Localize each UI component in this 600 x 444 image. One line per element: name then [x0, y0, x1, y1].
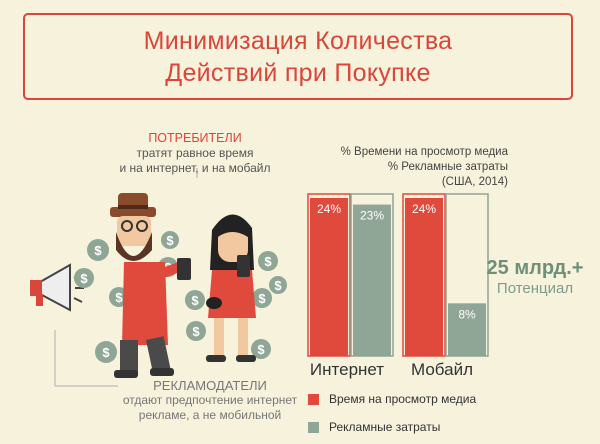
consumers-line-1: тратят равное время — [136, 146, 254, 160]
chart-subtitle: % Рекламные затраты — [387, 161, 508, 173]
legend-item-time: Время на просмотр медиа — [308, 392, 476, 406]
advertisers-caption: РЕКЛАМОДАТЕЛИ отдают предпочтение интерн… — [110, 378, 310, 423]
legend-swatch-time — [308, 393, 319, 405]
consumers-head: ПОТРЕБИТЕЛИ — [148, 131, 242, 145]
svg-text:$: $ — [274, 278, 282, 293]
advertisers-line-2: рекламе, а не мобильной — [138, 408, 282, 422]
svg-text:$: $ — [115, 290, 123, 305]
svg-text:$: $ — [264, 254, 272, 269]
consumers-caption: ПОТРЕБИТЕЛИ тратят равное время и на инт… — [80, 131, 310, 176]
svg-text:$: $ — [192, 324, 200, 339]
category-label-mobile: Мобайл — [410, 360, 474, 379]
category-label-internet: Интернет — [309, 360, 385, 379]
potential-label: Потенциал — [496, 280, 574, 297]
bar — [310, 198, 348, 356]
advertisers-head: РЕКЛАМОДАТЕЛИ — [153, 378, 267, 393]
title-line-1: Минимизация Количества — [143, 26, 453, 55]
potential-callout: 25 млрд.+ Потенциал — [472, 257, 598, 299]
chart-header: % Времени на просмотр медиа % Рекламные … — [280, 145, 508, 190]
bar-value-label: 24% — [317, 202, 341, 216]
legend-label-time: Время на просмотр медиа — [329, 392, 477, 406]
bar-value-label: 8% — [458, 307, 476, 321]
advertisers-line-1: отдают предпочтение интернет — [122, 393, 298, 407]
svg-text:$: $ — [102, 345, 110, 360]
legend-item-spend: Рекламные затраты — [308, 420, 440, 434]
bar — [353, 204, 391, 356]
legend-label-spend: Рекламные затраты — [329, 420, 441, 434]
svg-text:$: $ — [94, 243, 102, 258]
svg-text:$: $ — [257, 342, 265, 357]
title-line-2: Действий при Покупке — [165, 58, 431, 87]
legend-swatch-spend — [308, 421, 319, 433]
svg-text:$: $ — [258, 291, 266, 306]
potential-value: 25 млрд.+ — [486, 257, 584, 279]
svg-text:$: $ — [191, 293, 199, 308]
svg-text:$: $ — [166, 233, 174, 248]
bar — [448, 303, 486, 356]
chart-title: % Времени на просмотр медиа — [340, 146, 508, 158]
bar-value-label: 23% — [360, 209, 384, 223]
advertisers-connector — [54, 330, 118, 387]
man-figure — [110, 193, 191, 378]
consumers-line-2: и на интернет, и на мобайл — [119, 161, 271, 175]
chart-note: (США, 2014) — [441, 176, 508, 188]
title-box: Минимизация Количества Действий при Поку… — [23, 13, 573, 100]
bar — [405, 198, 443, 356]
bar-value-label: 24% — [412, 202, 436, 216]
svg-text:$: $ — [80, 271, 88, 286]
woman-figure — [206, 214, 256, 362]
